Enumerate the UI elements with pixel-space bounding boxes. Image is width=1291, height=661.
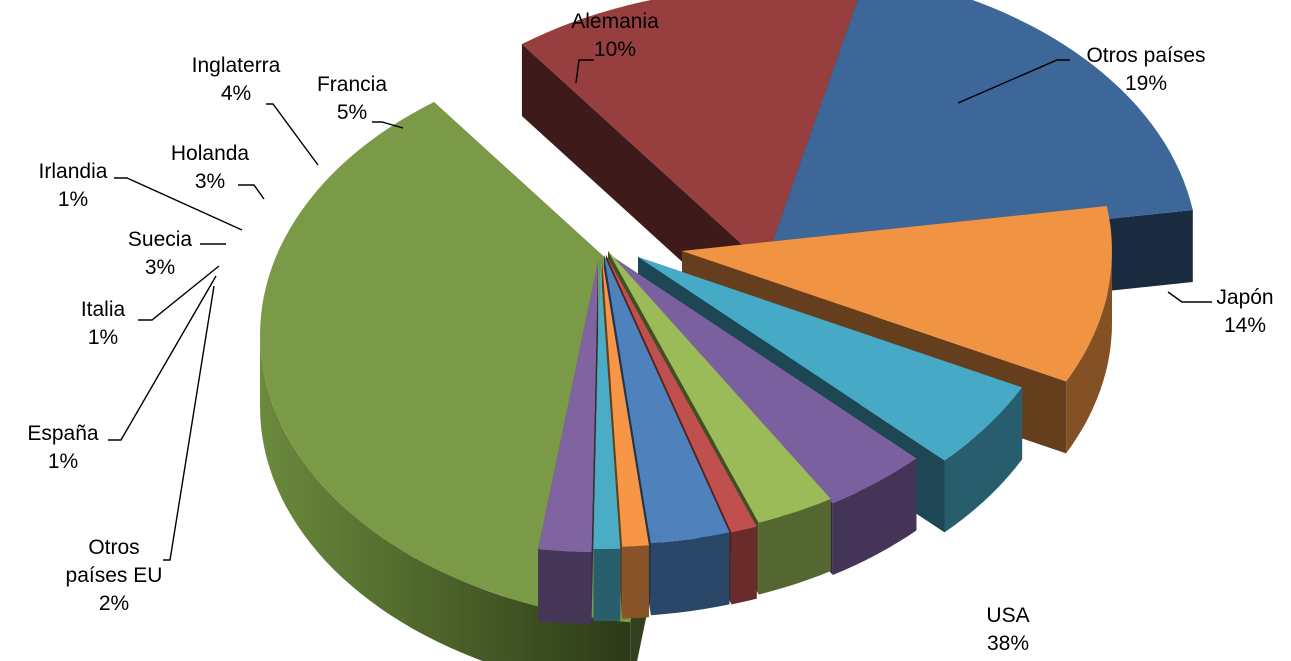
slice-percent-label: 19% (1125, 72, 1167, 95)
leader-line (372, 121, 404, 129)
slice-españa (593, 259, 621, 621)
leader-line (114, 177, 243, 231)
slice-category-label: Francia (317, 73, 387, 96)
slice-top (538, 262, 598, 552)
slice-percent-label: 1% (88, 326, 118, 349)
slice-otros-países-eu (538, 262, 598, 624)
slice-side (731, 526, 757, 605)
slice-category-label: Holanda (171, 142, 250, 165)
slice-top (682, 206, 1112, 382)
slice-top (608, 251, 831, 523)
slice-labels: USA 38% Japón 14% Otros países 19% Alemania 10%… (27, 10, 1273, 655)
leader-line (163, 285, 215, 561)
slice-side (758, 499, 831, 595)
slice-category-label: USA (986, 604, 1029, 627)
slice-side (593, 548, 621, 621)
slice-side (944, 387, 1023, 533)
slice-side (538, 549, 592, 624)
slice-percent-label: 3% (145, 256, 175, 279)
pie-slices (260, 0, 1193, 661)
leader-line (575, 59, 594, 84)
leader-line (1167, 291, 1212, 303)
slice-category-label: Japón (1216, 286, 1273, 309)
slice-side (260, 335, 631, 661)
slice-category-label: Otros países (1086, 44, 1205, 67)
slice-percent-label: 38% (987, 632, 1029, 655)
label-leader-lines (108, 59, 1212, 561)
slice-category-label: España (27, 422, 99, 445)
slice-side (1066, 251, 1112, 454)
slice-percent-label: 4% (221, 82, 251, 105)
slice-top (593, 259, 621, 549)
slice-top (606, 255, 757, 533)
slice-top (602, 257, 649, 547)
slice-side (650, 532, 730, 616)
slice-top (638, 257, 1023, 461)
slice-percent-label: 2% (99, 592, 129, 615)
slice-top (768, 0, 1193, 255)
slice-category-label: Inglaterra (192, 54, 281, 77)
slice-top (604, 255, 730, 544)
slice-category-label: países EU (66, 564, 163, 587)
slice-top (610, 255, 917, 503)
slice-percent-label: 5% (337, 101, 367, 124)
slice-wall (591, 262, 598, 624)
slice-side (622, 545, 649, 619)
leader-line (138, 265, 220, 321)
slice-category-label: Irlandia (39, 160, 108, 183)
slice-percent-label: 10% (594, 38, 636, 61)
slice-category-label: Italia (81, 298, 126, 321)
slice-percent-label: 3% (195, 170, 225, 193)
leader-line (108, 275, 217, 441)
slice-category-label: Suecia (128, 228, 193, 251)
leader-line (266, 103, 319, 166)
slice-percent-label: 1% (58, 188, 88, 211)
slice-percent-label: 1% (48, 450, 78, 473)
slice-category-label: Alemania (571, 10, 659, 33)
leader-line (957, 59, 1070, 104)
slice-category-label: Otros (88, 536, 139, 559)
slice-percent-label: 14% (1224, 314, 1266, 337)
slice-side (832, 458, 917, 575)
leader-line (238, 184, 265, 200)
